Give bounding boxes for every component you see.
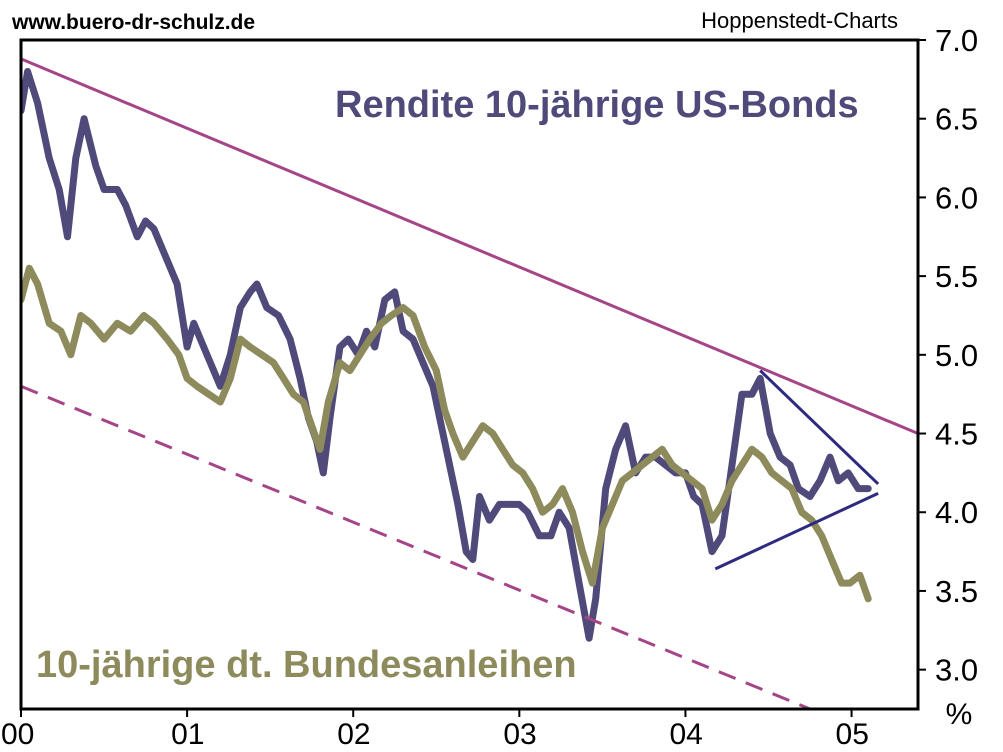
y-tick-label: 3.0 [935, 653, 978, 688]
triangle-lower-line [714, 491, 879, 571]
plot-area [21, 57, 918, 709]
series-line-de [21, 264, 872, 603]
triangle-upper-line [759, 369, 880, 485]
x-tick-label: 01 [171, 718, 204, 751]
y-tick-label: 6.5 [935, 102, 978, 137]
x-tick-label: 03 [503, 718, 536, 751]
source-label: Hoppenstedt-Charts [701, 8, 898, 33]
y-tick-label: 7.0 [935, 23, 978, 58]
legend-us-bonds: Rendite 10-jährige US-Bonds [335, 84, 859, 126]
lower-trendline [21, 384, 811, 709]
y-tick-label: 5.0 [935, 338, 978, 373]
y-tick-label: 3.5 [935, 574, 978, 609]
y-tick-label: 4.5 [935, 417, 978, 452]
upper-trendline [21, 57, 918, 435]
y-tick-label: 4.0 [935, 495, 978, 530]
plot-frame [19, 38, 920, 711]
y-tick-label: 6.0 [935, 180, 978, 215]
legend-german-bunds: 10-jährige dt. Bundesanleihen [36, 644, 577, 686]
x-tick-label: 04 [669, 718, 702, 751]
website-label: www.buero-dr-schulz.de [11, 11, 255, 34]
x-axis: 00 01 02 03 04 05 [1, 709, 869, 751]
y-tick-label: 5.5 [935, 259, 978, 294]
x-tick-label: 00 [1, 718, 34, 751]
x-tick-label: 02 [337, 718, 370, 751]
series-line-us [21, 68, 872, 642]
unit-label: % [946, 698, 973, 731]
y-axis: 3.0 3.5 4.0 4.5 5.0 5.5 6.0 6.5 7.0 [918, 23, 978, 688]
x-tick-label: 05 [836, 718, 869, 751]
